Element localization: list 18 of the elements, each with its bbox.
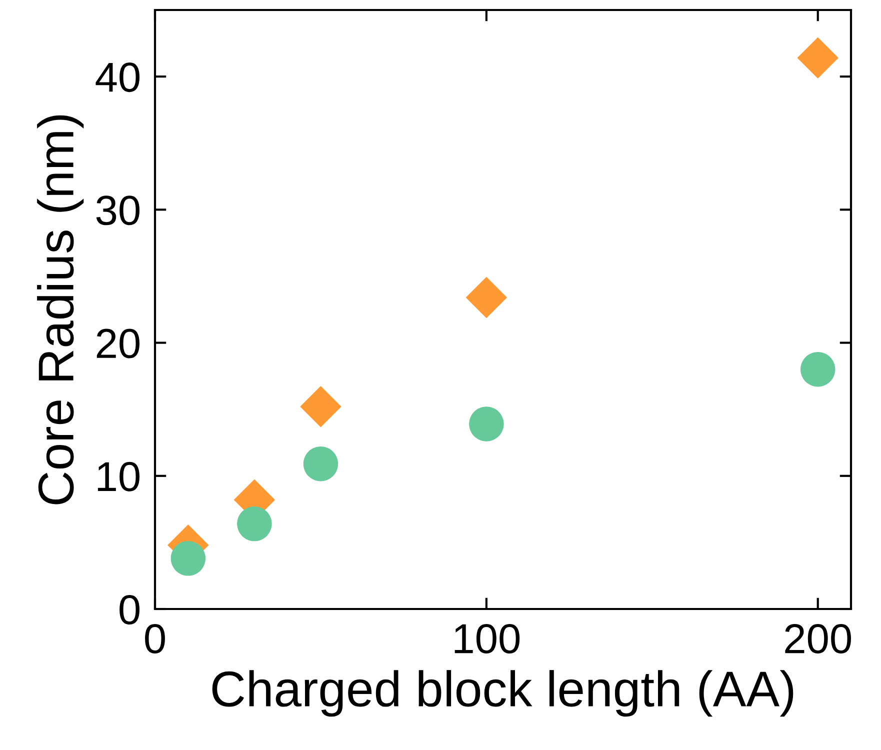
point: [797, 37, 838, 79]
x-tick-label: 200: [785, 624, 851, 654]
y-axis-title: Core Radius (nm): [37, 115, 84, 504]
point: [300, 386, 342, 428]
y-tick-label: 20: [96, 328, 140, 358]
point: [237, 506, 272, 542]
y-tick-label: 0: [120, 595, 140, 625]
x-tick-label: 0: [145, 624, 165, 654]
point: [303, 446, 338, 482]
point: [469, 406, 504, 442]
y-tick-label: 30: [96, 196, 140, 226]
x-tick-label: 100: [454, 624, 520, 654]
point: [466, 276, 508, 318]
y-tick-label: 10: [98, 462, 140, 492]
point: [170, 541, 206, 576]
y-tick-label: 40: [96, 62, 140, 92]
x-axis-title: Charged block length (AA): [212, 670, 794, 717]
point: [800, 352, 836, 387]
